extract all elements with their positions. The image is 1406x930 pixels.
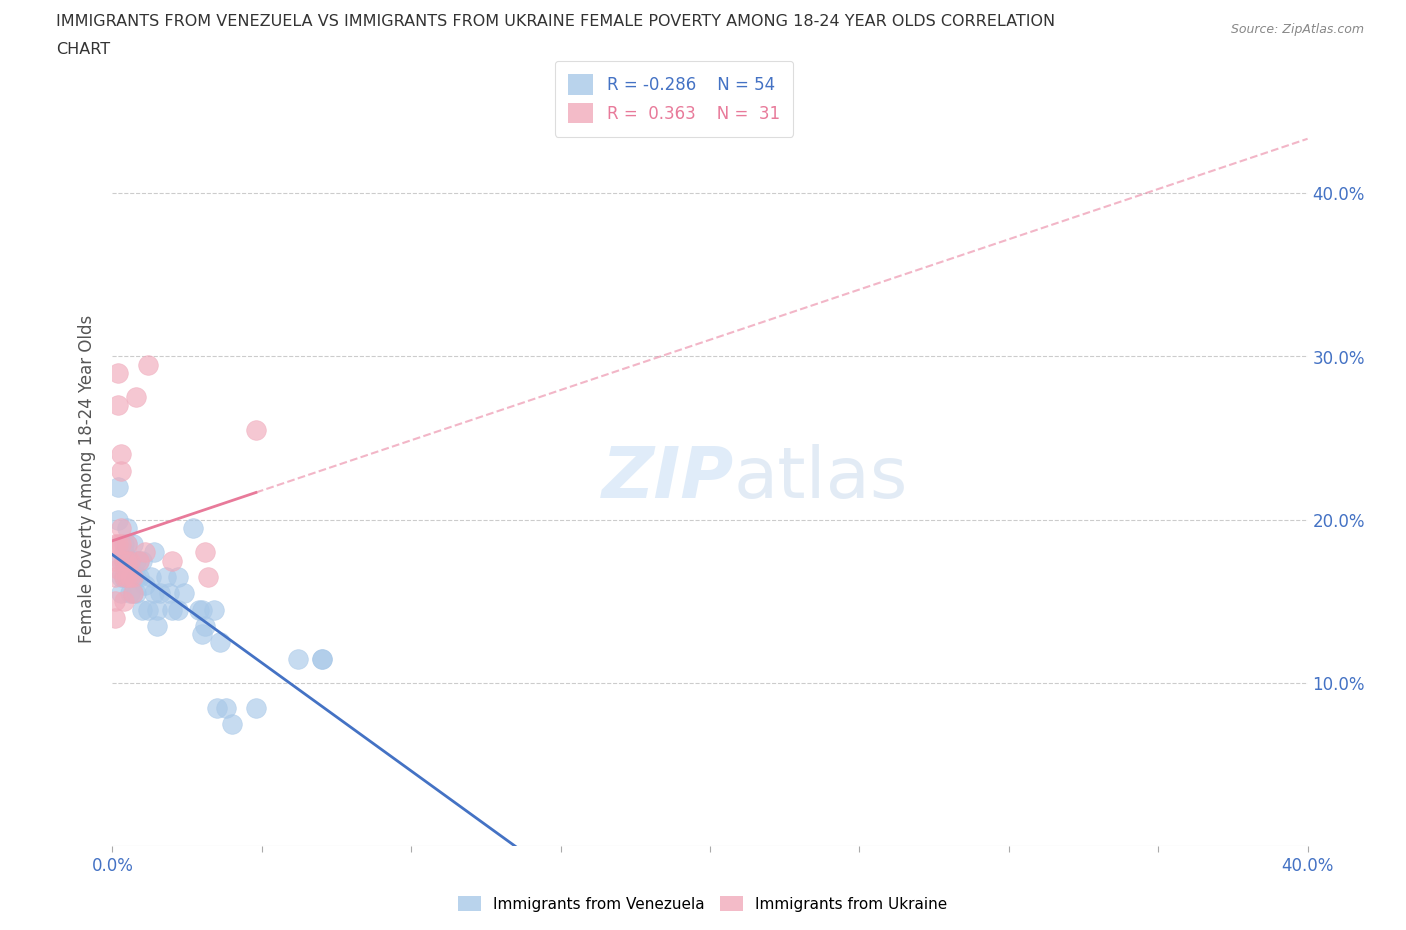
Legend: Immigrants from Venezuela, Immigrants from Ukraine: Immigrants from Venezuela, Immigrants fr… [453, 889, 953, 918]
Point [221, 716, 243, 731]
Point [117, 569, 139, 584]
Point [287, 651, 309, 666]
Text: Source: ZipAtlas.com: Source: ZipAtlas.com [1230, 23, 1364, 36]
Point [194, 545, 217, 560]
Point [138, 357, 160, 372]
Point [125, 390, 148, 405]
Text: atlas: atlas [734, 445, 908, 513]
Point [107, 537, 129, 551]
Point [188, 602, 211, 617]
Point [311, 651, 333, 666]
Point [107, 562, 129, 577]
Point [122, 586, 145, 601]
Legend: R = -0.286    N = 54, R =  0.363    N =  31: R = -0.286 N = 54, R = 0.363 N = 31 [555, 61, 793, 137]
Point [155, 569, 177, 584]
Point [131, 602, 153, 617]
Point [311, 651, 333, 666]
Point [110, 463, 132, 478]
Point [114, 569, 135, 584]
Point [114, 537, 135, 551]
Point [104, 537, 127, 551]
Point [114, 553, 135, 568]
Point [120, 586, 142, 601]
Point [114, 594, 135, 609]
Point [205, 700, 228, 715]
Point [120, 562, 142, 577]
Point [162, 602, 183, 617]
Point [162, 553, 183, 568]
Y-axis label: Female Poverty Among 18-24 Year Olds: Female Poverty Among 18-24 Year Olds [77, 315, 96, 643]
Point [122, 586, 145, 601]
Point [122, 569, 145, 584]
Point [117, 537, 139, 551]
Point [120, 569, 142, 584]
Point [117, 537, 139, 551]
Text: CHART: CHART [56, 42, 110, 57]
Point [173, 586, 195, 601]
Point [110, 553, 132, 568]
Point [125, 569, 148, 584]
Point [120, 553, 142, 568]
Point [209, 635, 232, 650]
Point [131, 553, 153, 568]
Point [138, 602, 160, 617]
Point [215, 700, 238, 715]
Text: ZIP: ZIP [602, 445, 734, 513]
Point [114, 553, 135, 568]
Point [110, 521, 132, 536]
Point [167, 602, 190, 617]
Point [146, 618, 169, 633]
Point [107, 512, 129, 527]
Point [110, 537, 132, 551]
Point [191, 627, 214, 642]
Point [128, 553, 150, 568]
Point [104, 594, 127, 609]
Point [122, 537, 145, 551]
Point [117, 521, 139, 536]
Point [194, 618, 217, 633]
Point [146, 602, 169, 617]
Point [202, 602, 225, 617]
Point [125, 586, 148, 601]
Point [120, 553, 142, 568]
Point [197, 569, 219, 584]
Point [117, 553, 139, 568]
Point [167, 569, 190, 584]
Point [104, 569, 127, 584]
Point [128, 553, 150, 568]
Point [104, 610, 127, 625]
Point [110, 586, 132, 601]
Point [128, 569, 150, 584]
Point [143, 586, 166, 601]
Point [110, 447, 132, 462]
Point [157, 586, 180, 601]
Point [134, 578, 156, 592]
Point [104, 553, 127, 568]
Point [114, 569, 135, 584]
Point [114, 545, 135, 560]
Point [141, 569, 163, 584]
Point [117, 569, 139, 584]
Point [245, 422, 267, 437]
Point [110, 569, 132, 584]
Point [143, 545, 166, 560]
Point [117, 553, 139, 568]
Point [107, 480, 129, 495]
Point [107, 398, 129, 413]
Point [181, 521, 204, 536]
Point [245, 700, 267, 715]
Point [191, 602, 214, 617]
Point [125, 553, 148, 568]
Text: IMMIGRANTS FROM VENEZUELA VS IMMIGRANTS FROM UKRAINE FEMALE POVERTY AMONG 18-24 : IMMIGRANTS FROM VENEZUELA VS IMMIGRANTS … [56, 14, 1056, 29]
Point [134, 545, 156, 560]
Point [107, 365, 129, 380]
Point [149, 586, 172, 601]
Point [122, 569, 145, 584]
